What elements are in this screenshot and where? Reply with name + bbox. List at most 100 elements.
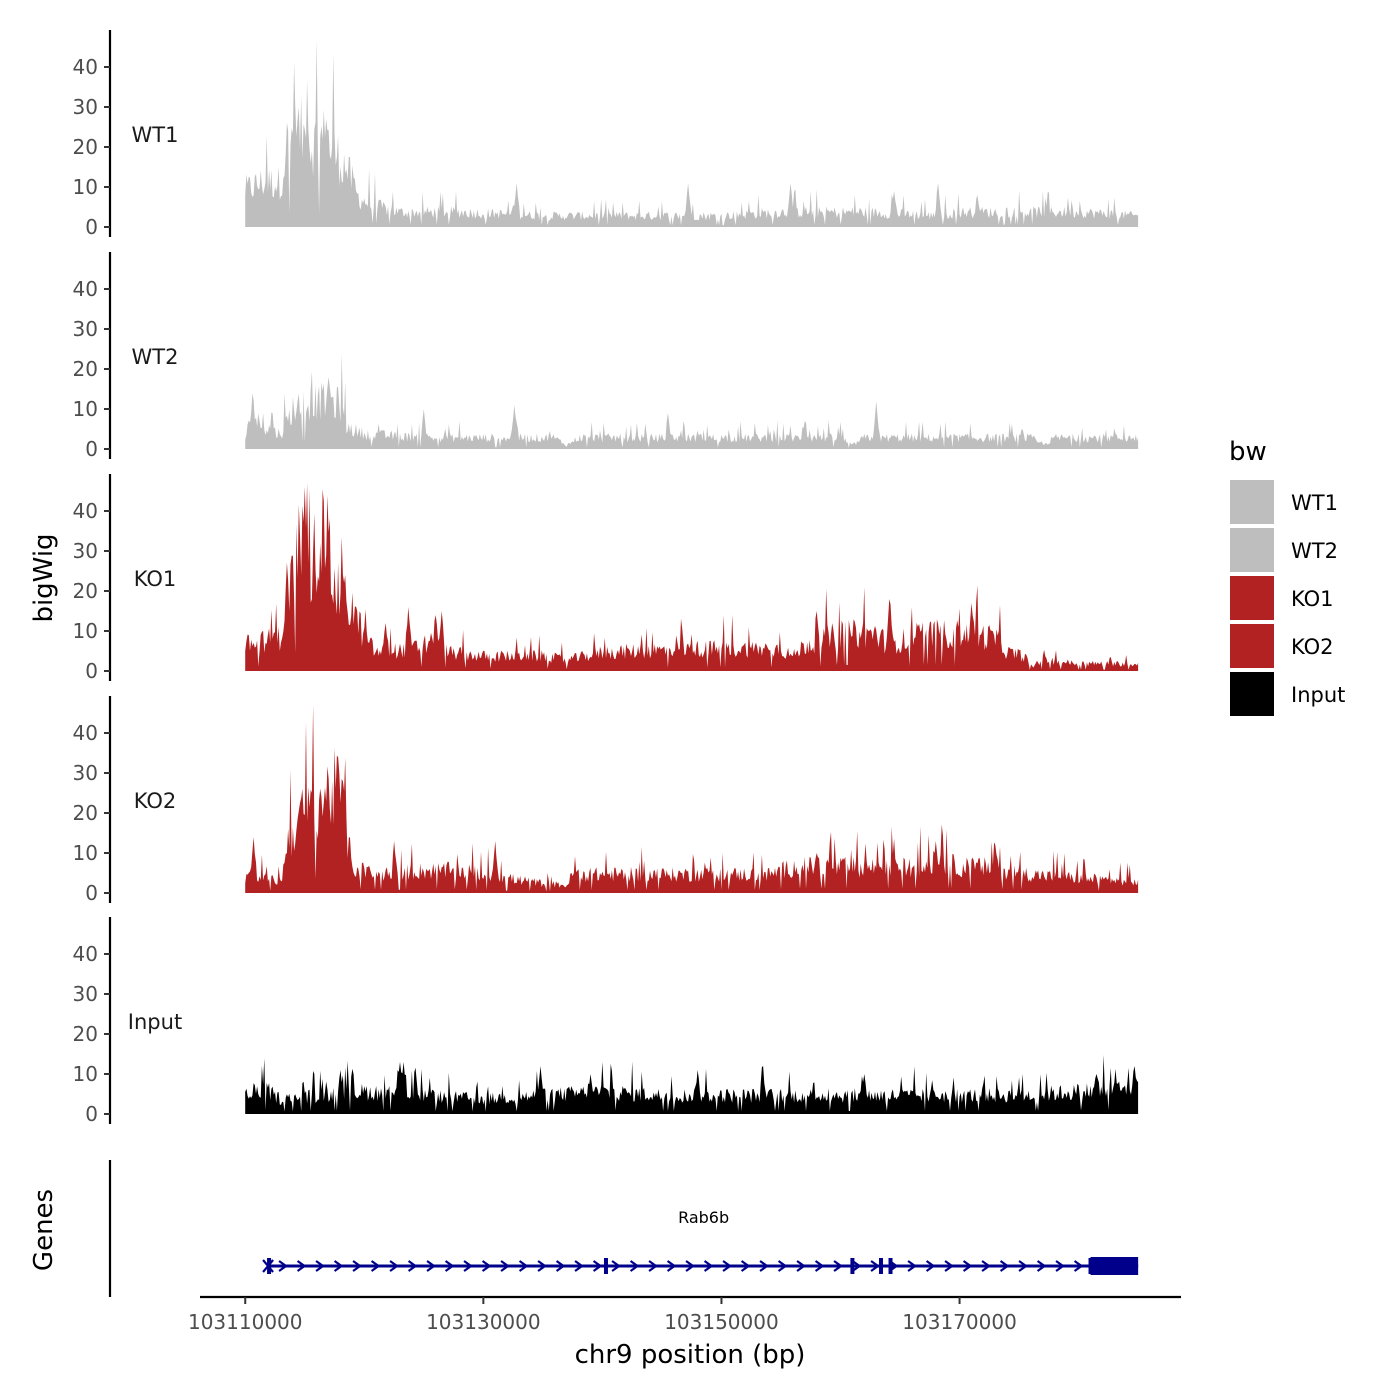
strand-arrow: [796, 1260, 806, 1272]
x-axis: 103110000 103130000 103150000 103170000: [188, 1295, 1181, 1334]
signal-area-ko2: [245, 705, 1139, 893]
y-tick-label: 0: [85, 659, 98, 683]
strand-arrow: [444, 1260, 455, 1272]
gene-start-marker: [262, 1259, 274, 1273]
strand-arrow: [925, 1260, 936, 1272]
strand-arrow: [833, 1260, 843, 1272]
legend-label: Input: [1291, 683, 1345, 707]
track-label-ko2: KO2: [134, 789, 177, 813]
y-axis-title: bigWig: [29, 533, 59, 622]
y-tick-label: 10: [73, 175, 98, 199]
track-label-wt1: WT1: [132, 123, 179, 147]
x-tick-label: 103130000: [426, 1310, 541, 1334]
y-tick-label: 20: [73, 801, 98, 825]
strand-arrow: [907, 1260, 917, 1272]
strand-arrow: [1036, 1260, 1047, 1272]
x-tick-label: 103170000: [902, 1310, 1017, 1334]
gene-exon: [878, 1258, 883, 1274]
legend-swatch: [1230, 480, 1274, 524]
strand-arrow: [278, 1260, 288, 1272]
strand-arrow: [629, 1260, 640, 1272]
track-label-input: Input: [128, 1010, 182, 1034]
gene-name-label: Rab6b: [678, 1208, 729, 1227]
legend-swatch: [1230, 624, 1274, 668]
legend-swatch: [1230, 576, 1274, 620]
gene-exon: [888, 1258, 893, 1274]
strand-arrow: [611, 1260, 621, 1272]
strand-arrow: [1055, 1260, 1065, 1272]
tracks-layer: 0 10 20 30 40 WT1 0 10 20 30 40 WT2 0 10 20 30 40 KO1 0 10 2…: [73, 30, 1139, 1126]
strand-arrow: [407, 1260, 418, 1272]
x-axis-title: chr9 position (bp): [575, 1340, 806, 1370]
track-label-ko1: KO1: [134, 567, 177, 591]
strand-arrow: [1018, 1260, 1028, 1272]
strand-arrow: [962, 1260, 973, 1272]
strand-arrow: [740, 1260, 751, 1272]
track-label-wt2: WT2: [132, 345, 179, 369]
track-ko1: 0 10 20 30 40 KO1: [73, 474, 1139, 683]
legend-label: WT1: [1291, 491, 1338, 515]
signal-area-input: [245, 1054, 1139, 1114]
strand-arrow: [518, 1260, 529, 1272]
strand-arrow: [999, 1260, 1010, 1272]
gene-thick-region: [1090, 1257, 1139, 1275]
y-tick-label: 10: [73, 841, 98, 865]
track-input: 0 10 20 30 40 Input: [73, 917, 1139, 1126]
signal-area-wt2: [245, 353, 1139, 449]
strand-arrow: [555, 1260, 566, 1272]
legend-item-wt1: WT1: [1230, 480, 1338, 524]
strand-arrow: [296, 1260, 307, 1272]
y-tick-label: 10: [73, 397, 98, 421]
strand-arrow: [426, 1260, 436, 1272]
legend: bw WT1 WT2 KO1 KO2 Input: [1229, 437, 1345, 716]
y-tick-label: 0: [85, 881, 98, 905]
strand-arrow: [870, 1260, 880, 1272]
genes-axis-title: Genes: [29, 1189, 59, 1271]
strand-arrow: [333, 1260, 344, 1272]
y-tick-label: 20: [73, 135, 98, 159]
strand-arrow: [666, 1260, 677, 1272]
strand-arrow: [463, 1260, 473, 1272]
y-tick-label: 40: [73, 55, 98, 79]
y-tick-label: 20: [73, 579, 98, 603]
signal-area-wt1: [245, 40, 1139, 227]
strand-arrow: [814, 1260, 825, 1272]
strand-arrow: [1073, 1260, 1084, 1272]
strand-arrow: [481, 1260, 492, 1272]
y-tick-label: 10: [73, 1062, 98, 1086]
strand-arrow: [759, 1260, 769, 1272]
strand-arrow: [352, 1260, 362, 1272]
track-wt2: 0 10 20 30 40 WT2: [73, 252, 1139, 461]
y-tick-label: 20: [73, 357, 98, 381]
legend-item-ko1: KO1: [1230, 576, 1334, 620]
strand-arrow: [851, 1260, 862, 1272]
y-tick-label: 0: [85, 437, 98, 461]
y-tick-label: 30: [73, 539, 98, 563]
strand-arrow: [777, 1260, 788, 1272]
x-tick-label: 103110000: [188, 1310, 303, 1334]
strand-arrow: [574, 1260, 584, 1272]
y-tick-label: 30: [73, 317, 98, 341]
legend-items: WT1 WT2 KO1 KO2 Input: [1230, 480, 1345, 716]
legend-title: bw: [1229, 437, 1267, 467]
y-tick-label: 0: [85, 1102, 98, 1126]
y-tick-label: 30: [73, 982, 98, 1006]
strand-arrow: [500, 1260, 510, 1272]
strand-arrow: [722, 1260, 732, 1272]
strand-arrow: [981, 1260, 991, 1272]
signal-area-ko1: [245, 483, 1139, 671]
legend-label: WT2: [1291, 539, 1338, 563]
strand-arrow: [944, 1260, 954, 1272]
y-tick-label: 10: [73, 619, 98, 643]
legend-swatch: [1230, 672, 1274, 716]
y-tick-label: 40: [73, 942, 98, 966]
gene-exon: [603, 1258, 608, 1274]
legend-label: KO1: [1291, 587, 1334, 611]
strand-arrow: [389, 1260, 399, 1272]
track-ko2: 0 10 20 30 40 KO2: [73, 696, 1139, 905]
y-tick-label: 30: [73, 761, 98, 785]
y-tick-label: 30: [73, 95, 98, 119]
legend-label: KO2: [1291, 635, 1334, 659]
gene-exon: [850, 1258, 855, 1274]
